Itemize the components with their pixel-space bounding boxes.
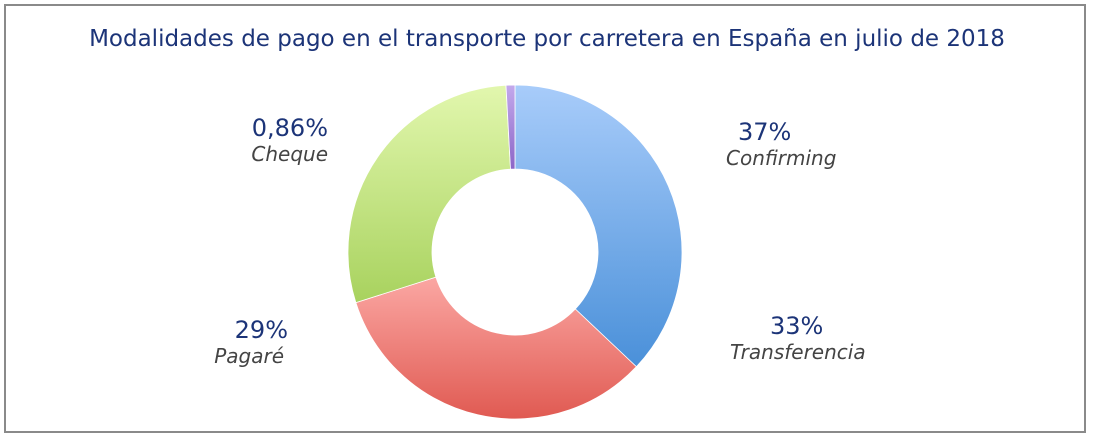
label-transferencia: 33% Transferencia xyxy=(720,312,880,364)
cheque-percent: 0,86% xyxy=(251,114,328,142)
confirming-percent: 37% xyxy=(738,118,792,146)
confirming-name: Confirming xyxy=(726,146,837,170)
chart-frame xyxy=(4,4,1086,433)
slice-transferencia xyxy=(355,276,637,420)
pagare-name: Pagaré xyxy=(214,344,284,368)
slice-pagar xyxy=(347,84,511,304)
transferencia-percent: 33% xyxy=(770,312,824,340)
slice-confirming xyxy=(514,84,683,368)
slice-cheque xyxy=(505,84,516,170)
label-pagare: 29% Pagaré xyxy=(180,316,288,368)
chart-title: Modalidades de pago en el transporte por… xyxy=(89,26,1005,52)
label-confirming: 37% Confirming xyxy=(690,118,842,170)
cheque-name: Cheque xyxy=(251,142,328,166)
label-cheque: 0,86% Cheque xyxy=(200,114,328,166)
pagare-percent: 29% xyxy=(234,316,288,344)
transferencia-name: Transferencia xyxy=(730,340,866,364)
